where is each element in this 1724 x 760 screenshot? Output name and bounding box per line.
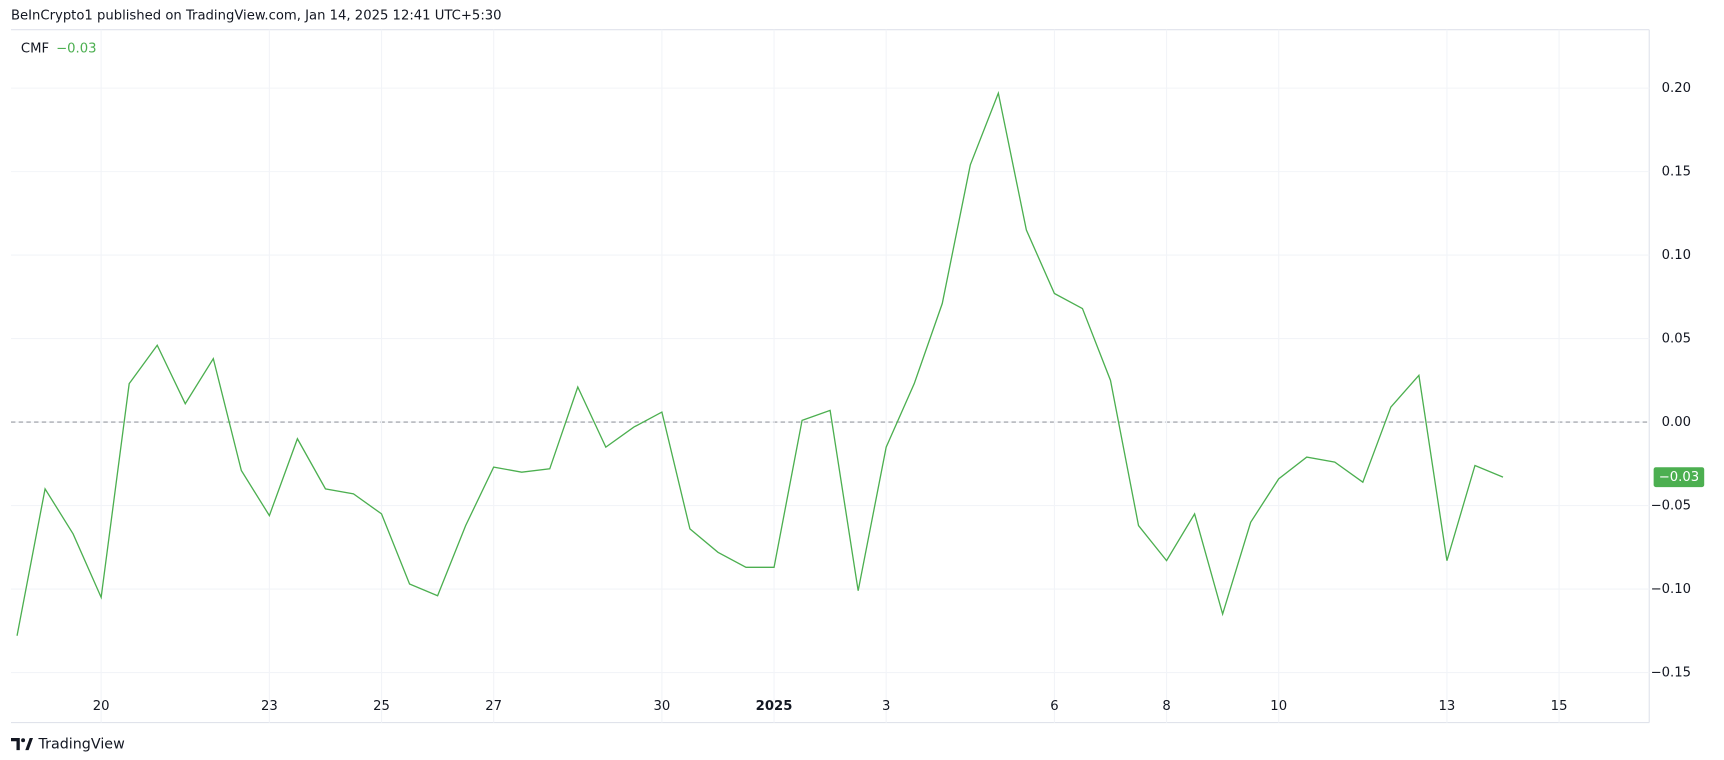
y-tick-label: 0.00 (1662, 415, 1691, 430)
x-tick-label: 27 (485, 699, 502, 714)
y-tick-label: 0.20 (1662, 81, 1691, 96)
header-text: BeInCrypto1 published on TradingView.com… (11, 8, 502, 23)
x-tick-label: 30 (654, 699, 671, 714)
y-tick-label: −0.10 (1651, 582, 1691, 597)
cmf-line (16, 90, 1504, 636)
x-tick-label: 3 (882, 699, 890, 714)
x-tick-label: 23 (261, 699, 278, 714)
legend-value: −0.03 (56, 41, 96, 56)
footer-brand: TradingView (37, 737, 125, 753)
y-tick-label: −0.15 (1651, 666, 1691, 681)
x-tick-label: 6 (1050, 699, 1058, 714)
x-tick-label: 8 (1162, 699, 1170, 714)
x-tick-label: 25 (373, 699, 390, 714)
y-tick-label: −0.05 (1651, 499, 1691, 514)
last-value-box (1653, 467, 1705, 488)
y-tick-label: 0.10 (1662, 248, 1691, 263)
y-tick-label: 0.15 (1662, 165, 1691, 180)
legend-name: CMF (21, 41, 49, 56)
last-value-label: −0.03 (1659, 470, 1699, 485)
x-tick-label: 10 (1270, 699, 1287, 714)
x-tick-label: 13 (1439, 699, 1456, 714)
x-tick-label: 15 (1551, 699, 1568, 714)
y-tick-label: 0.05 (1662, 332, 1691, 347)
x-tick-label: 20 (93, 699, 110, 714)
x-tick-label: 2025 (756, 699, 793, 714)
tradingview-logo (10, 738, 33, 751)
